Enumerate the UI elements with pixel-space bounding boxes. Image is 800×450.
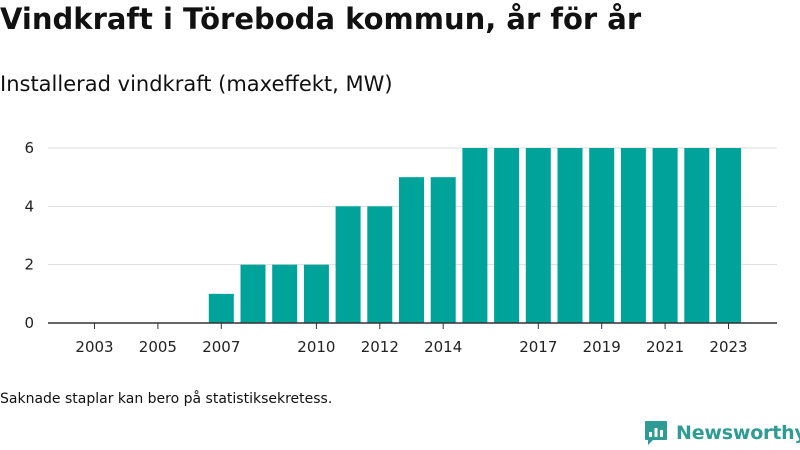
bar-2018 — [557, 148, 583, 323]
x-tick-label-2014: 2014 — [424, 338, 462, 356]
bar-2022 — [684, 148, 710, 323]
bar-2007 — [208, 293, 234, 323]
y-tick-label-4: 4 — [24, 197, 34, 215]
newsworthy-logo-icon — [645, 421, 667, 445]
chart-subtitle: Installerad vindkraft (maxeffekt, MW) — [0, 72, 393, 96]
bar-2009 — [272, 264, 298, 323]
x-tick-label-2010: 2010 — [297, 338, 335, 356]
bar-2015 — [462, 148, 488, 323]
bar-2020 — [620, 148, 646, 323]
y-tick-label-6: 6 — [24, 139, 34, 157]
bar-2019 — [589, 148, 615, 323]
x-tick-label-2005: 2005 — [139, 338, 177, 356]
bar-2012 — [367, 206, 393, 323]
y-tick-label-2: 2 — [24, 256, 34, 274]
footnote: Saknade staplar kan bero på statistiksek… — [0, 391, 333, 407]
x-tick-label-2003: 2003 — [75, 338, 113, 356]
x-tick-label-2021: 2021 — [646, 338, 684, 356]
x-tick-label-2012: 2012 — [361, 338, 399, 356]
bar-2010 — [303, 264, 329, 323]
bar-2011 — [335, 206, 361, 323]
axes: 0 2 4 6 2003 2005 2007 2010 2012 2014 2017 2019 2021… — [24, 139, 777, 356]
bar-2017 — [525, 148, 551, 323]
x-tick-label-2007: 2007 — [202, 338, 240, 356]
bar-chart: 0 2 4 6 2003 2005 2007 2010 2012 2014 2017 2019 2021… — [24, 139, 777, 356]
x-tick-label-2017: 2017 — [519, 338, 557, 356]
bar-2016 — [494, 148, 520, 323]
bar-2013 — [399, 177, 424, 323]
bar-2014 — [430, 177, 456, 323]
bar-2008 — [240, 264, 266, 323]
bar-2023 — [716, 148, 741, 323]
brand-name: Newsworthy — [676, 422, 800, 444]
x-tick-label-2023: 2023 — [709, 338, 747, 356]
bars — [208, 148, 741, 323]
y-tick-label-0: 0 — [24, 314, 34, 332]
x-tick-label-2019: 2019 — [583, 338, 621, 356]
bar-2021 — [652, 148, 678, 323]
chart-title: Vindkraft i Töreboda kommun, år för år — [0, 2, 642, 36]
brand-logo: Newsworthy — [644, 420, 800, 446]
